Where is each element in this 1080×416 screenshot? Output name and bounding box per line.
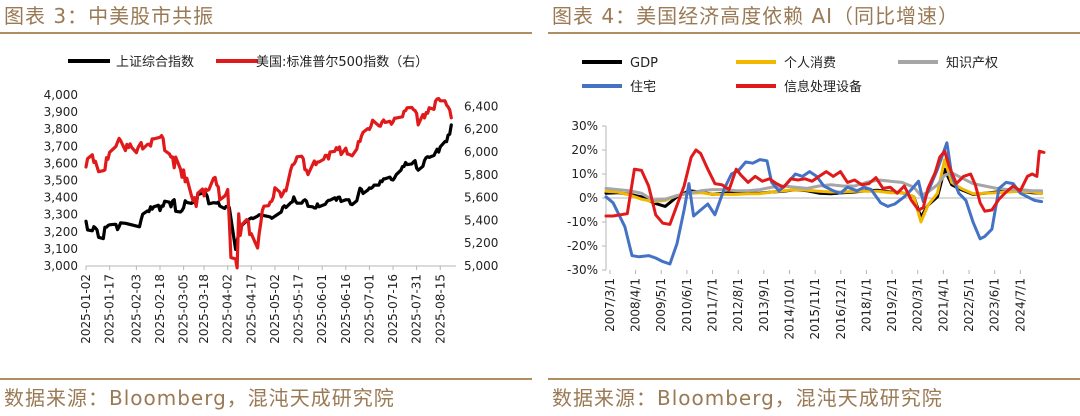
series-line <box>84 123 453 251</box>
y-right-tick-label: 6,400 <box>464 99 498 113</box>
x-tick-label: 2025-05-17 <box>292 274 306 344</box>
y-tick-label: 0% <box>579 191 598 205</box>
x-tick-label: 2009/5/1 <box>654 278 668 332</box>
chart-panel-sse-vs-spx: 图表 3：中美股市共振 3,000 3,100 3,200 3,300 3,400 3,5… <box>0 0 532 416</box>
series-line <box>604 141 1044 266</box>
chart-panel-us-ai-growth: 图表 4：美国经济高度依赖 AI（同比增速） -30% -20% -10% 0% 10%… <box>548 0 1080 416</box>
x-tick-label: 2011/7/1 <box>706 278 720 332</box>
x-tick-label: 2025-02-18 <box>153 274 167 344</box>
x-tick-label: 2025-03-05 <box>177 274 191 344</box>
y-right-tick-label: 5,000 <box>464 259 498 273</box>
x-tick-label: 2023/6/1 <box>988 278 1002 332</box>
legend-label: 知识产权 <box>946 55 998 71</box>
y-left-tick-label: 3,500 <box>44 174 78 188</box>
legend-label: 美国:标准普尔500指数（右） <box>256 55 428 70</box>
x-tick-label: 2008/4/1 <box>629 278 643 332</box>
x-tick-label: 2020/3/1 <box>911 278 925 332</box>
x-tick-label: 2012/8/1 <box>731 278 745 332</box>
y-right-tick-label: 5,200 <box>464 236 498 250</box>
x-tick-label: 2021/4/1 <box>936 278 950 332</box>
x-tick-label: 2025-07-31 <box>410 274 424 344</box>
x-tick-label: 2014/10/1 <box>782 278 796 340</box>
x-tick-label: 2025-06-16 <box>339 274 353 344</box>
x-tick-label: 2007/3/1 <box>603 278 617 332</box>
line-chart-sse-spx: 3,000 3,100 3,200 3,300 3,400 3,500 3,600 3,700… <box>44 55 499 344</box>
x-tick-label: 2025-04-17 <box>244 274 258 344</box>
x-tick-label: 2025-05-02 <box>268 274 282 344</box>
x-tick-label: 2025-08-15 <box>433 274 447 344</box>
y-left-tick-label: 3,700 <box>44 139 78 153</box>
y-left-tick-label: 3,800 <box>44 122 78 136</box>
legend-label: 个人消费 <box>784 56 836 71</box>
y-tick-label: -20% <box>567 239 598 253</box>
x-tick-label: 2025-06-01 <box>315 274 329 344</box>
y-left-tick-label: 3,300 <box>44 208 78 222</box>
y-left-tick-label: 3,600 <box>44 156 78 170</box>
y-tick-label: -10% <box>567 215 598 229</box>
x-tick-label: 2019/2/1 <box>885 278 899 332</box>
y-right-tick-label: 6,200 <box>464 122 498 136</box>
x-tick-label: 2022/5/1 <box>962 278 976 332</box>
y-left-tick-label: 3,200 <box>44 225 78 239</box>
y-tick-label: -30% <box>567 263 598 277</box>
x-tick-label: 2013/9/1 <box>757 278 771 332</box>
source-rule <box>0 378 532 380</box>
legend-label: 信息处理设备 <box>784 79 862 95</box>
x-tick-label: 2025-02-03 <box>129 274 143 344</box>
legend-label: 上证综合指数 <box>116 55 194 70</box>
line-chart-us-yoy-growth: -30% -20% -10% 0% 10% 20% 30% 2007/3/1 2008/4/1 2… <box>567 55 1046 340</box>
y-right-tick-label: 6,000 <box>464 145 498 159</box>
x-tick-label: 2025-04-02 <box>221 274 235 344</box>
x-tick-label: 2015/11/1 <box>808 278 822 340</box>
y-right-tick-label: 5,800 <box>464 168 498 182</box>
title-rule <box>548 32 1080 34</box>
y-tick-label: 30% <box>571 119 598 133</box>
chart-title: 图表 4：美国经济高度依赖 AI（同比增速） <box>552 4 960 28</box>
x-tick-label: 2025-07-01 <box>362 274 376 344</box>
y-right-tick-label: 5,600 <box>464 191 498 205</box>
series-line <box>604 171 1044 202</box>
y-left-tick-label: 4,000 <box>44 88 78 102</box>
x-tick-label: 2010/6/1 <box>680 278 694 332</box>
source-note: 数据来源：Bloomberg，混沌天成研究院 <box>4 386 395 410</box>
y-left-tick-label: 3,000 <box>44 259 78 273</box>
x-tick-label: 2025-01-02 <box>79 274 93 344</box>
legend-label: GDP <box>630 56 658 71</box>
series-line <box>604 148 1046 226</box>
x-tick-label: 2025-01-17 <box>103 274 117 344</box>
x-tick-label: 2018/1/1 <box>859 278 873 332</box>
y-tick-label: 10% <box>571 167 598 181</box>
y-left-tick-label: 3,900 <box>44 105 78 119</box>
x-tick-label: 2024/7/1 <box>1013 278 1027 332</box>
y-right-tick-label: 5,400 <box>464 213 498 227</box>
series-line <box>84 96 453 270</box>
x-tick-label: 2016/12/1 <box>834 278 848 340</box>
y-left-tick-label: 3,100 <box>44 242 78 256</box>
source-note: 数据来源：Bloomberg，混沌天成研究院 <box>552 386 943 410</box>
chart-title: 图表 3：中美股市共振 <box>4 4 215 28</box>
y-tick-label: 20% <box>571 143 598 157</box>
x-tick-label: 2025-03-18 <box>197 274 211 344</box>
title-rule <box>0 32 532 34</box>
y-left-tick-label: 3,400 <box>44 191 78 205</box>
x-tick-label: 2025-07-16 <box>386 274 400 344</box>
source-rule <box>548 378 1080 380</box>
legend-label: 住宅 <box>630 80 656 95</box>
